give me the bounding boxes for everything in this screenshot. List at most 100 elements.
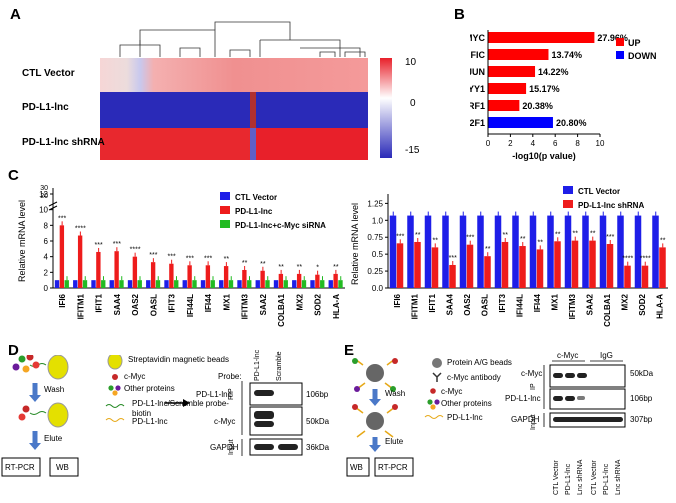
panel-letter-c: C: [8, 167, 19, 184]
e-step-wash: Wash: [385, 389, 406, 398]
bar-c2-IFIT3-0: [494, 215, 502, 288]
bar-c2-SAA4-1: [449, 264, 456, 288]
band-e-cmyc-3: [577, 373, 587, 378]
sig-c1-IFITM1: ****: [75, 226, 86, 233]
axis-b-xlabel: -log10(p value): [512, 151, 576, 161]
bar-c1-IFIT1-0: [91, 280, 96, 288]
bar-c1-SOD2-1: [315, 274, 320, 288]
sig-c1-HLA-A: **: [333, 264, 339, 271]
bar-c1-COLBA1-2: [283, 280, 288, 288]
d-legend-cmyc: c-Myc: [124, 372, 146, 381]
cat-c2-IFIT1: IFIT1: [428, 293, 437, 312]
sig-c2-IFITM1: **: [415, 232, 421, 239]
tick-label-c1-0: 0: [44, 284, 49, 293]
bar-c2-SOD2-1: [641, 265, 649, 288]
d-legend-lnc: PD-L1-lnc: [132, 417, 168, 426]
cat-c2-OASL: OASL: [480, 294, 489, 316]
bar-c1-IFI44-0: [200, 280, 206, 288]
panel-letter-d: D: [8, 342, 19, 359]
bar-c1-SAA4-1: [114, 251, 119, 288]
tick-label-c1-2: 2: [44, 268, 49, 277]
cat-c1-HLA-A: HLA-A: [332, 294, 341, 319]
d-step-elute: Elute: [44, 434, 63, 443]
bar-c2-IFITM3-0: [564, 215, 572, 288]
cat-c2-MX2: MX2: [620, 293, 629, 310]
bar-c1-IFIT1-1: [96, 251, 101, 288]
d-row-cmyc: c-Myc: [214, 417, 236, 426]
d-step-wash: Wash: [44, 385, 65, 394]
bar-b-value-JUN: 14.22%: [538, 67, 569, 77]
tick-label-c2-1.25: 1.25: [367, 199, 383, 208]
panel-e-schematic: [346, 358, 626, 477]
legend-c1-swatch-1: [220, 206, 230, 214]
colorbar-tick-low: -15: [405, 145, 420, 156]
panel-letter-b: B: [454, 6, 465, 23]
e-legend-beads: Protein A/G beads: [447, 358, 512, 367]
cat-c1-IFI6: IFI6: [58, 293, 67, 307]
band-e-lnc-2: [565, 396, 575, 401]
e-legend-cmyc: c-Myc: [441, 387, 463, 396]
bar-b-value-NRF1: 20.38%: [522, 101, 553, 111]
sig-c1-IFIT1: ***: [95, 242, 103, 249]
d-lane-2: Scramble: [276, 351, 283, 381]
heatmap-svg: [100, 21, 392, 160]
sig-c2-OAS2: ***: [466, 235, 474, 242]
cat-c1-SAA4: SAA4: [113, 293, 122, 315]
legend-b-swatch-DOWN: [616, 51, 624, 59]
bar-c2-COLBA1-1: [606, 244, 614, 288]
tick-label-c1-6: 6: [44, 237, 49, 246]
cat-c1-SAA2: SAA2: [259, 293, 268, 315]
cat-c1-IFI44L: IFI44L: [186, 294, 195, 317]
sig-c2-IFIT1: **: [433, 237, 439, 244]
panel-letter-a: A: [10, 6, 21, 23]
cat-c1-IFITM3: IFITM3: [241, 293, 250, 319]
bar-c1-MX2-2: [301, 280, 307, 288]
panel-d-schematic: [1, 352, 303, 477]
e-lane-3: Lnc shRNA: [577, 459, 584, 495]
bar-c1-IFI6-2: [64, 280, 69, 288]
break-label-c1-20: 20: [40, 193, 48, 200]
bar-c1-IFIT1-2: [101, 280, 106, 288]
bar-c1-IFI6-1: [59, 225, 65, 288]
bar-c1-IFITM1-0: [73, 280, 78, 288]
bar-c2-IFI44L-1: [519, 246, 526, 288]
bar-c2-OASL-1: [484, 256, 491, 288]
bar-b-value-YY1: 15.17%: [529, 84, 560, 94]
heatmap-row-shrna: PD-L1-lnc shRNA: [22, 137, 105, 148]
bar-b-MYC: [488, 32, 595, 43]
bar-c2-COLBA1-0: [599, 215, 607, 288]
cat-c2-IFITM1: IFITM1: [410, 293, 419, 319]
bar-b-label-NRF1: NRF1: [470, 101, 485, 111]
bar-c1-IFITM3-0: [237, 280, 242, 288]
legend-c1-label-0: CTL Vector: [235, 193, 277, 202]
bar-c1-OAS2-1: [132, 256, 138, 288]
band-d-cmyc-a: [254, 411, 274, 419]
band-e-lnc-3: [577, 396, 585, 400]
bar-c1-IFI44L-1: [187, 265, 192, 288]
sig-c2-SOD2: ****: [640, 256, 651, 263]
bar-b-NRF1: [488, 100, 520, 111]
e-legend-antibody: c-Myc antibody: [447, 373, 501, 382]
bar-c2-OAS2-0: [459, 215, 467, 288]
bar-c2-SAA2-0: [582, 215, 589, 288]
d-size-50: 50kDa: [306, 417, 330, 426]
d-size-106: 106bp: [306, 390, 329, 399]
bar-c1-SOD2-0: [310, 280, 315, 288]
colorbar-tick-high: 10: [405, 57, 417, 68]
bar-c2-IFIT1-0: [424, 215, 432, 288]
bar-c2-OASL-0: [477, 215, 484, 288]
band-d-gapdh-2: [278, 444, 298, 450]
sig-c1-SAA4: ***: [113, 241, 121, 248]
bar-c2-IFI44-1: [536, 249, 544, 288]
e-size-50: 50kDa: [630, 369, 654, 378]
bar-b-label-MYC: MYC: [470, 33, 486, 43]
tick-label-c2-0.5: 0.5: [372, 250, 384, 259]
cat-c2-HLA-A: HLA-A: [655, 294, 664, 319]
sig-c2-MX2: ****: [622, 256, 633, 263]
bar-c1-IFIT3-1: [169, 263, 174, 288]
cat-c2-IFI6: IFI6: [393, 293, 402, 307]
legend-c2-swatch-0: [563, 186, 573, 194]
sig-c2-SAA2: **: [590, 231, 596, 238]
d-row-lnc: PD-L1-lnc: [196, 390, 232, 399]
bar-c2-IFI44L-0: [512, 215, 519, 288]
